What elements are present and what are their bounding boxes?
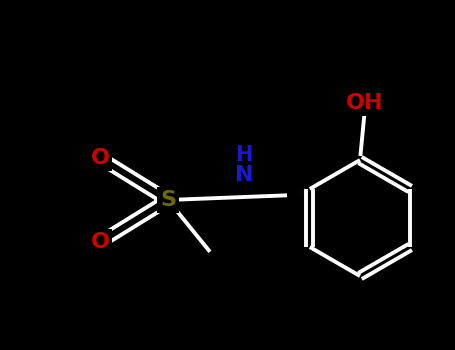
Text: O: O — [91, 232, 110, 252]
Text: H: H — [235, 145, 253, 165]
Text: N: N — [235, 165, 253, 185]
Text: S: S — [160, 190, 176, 210]
Text: O: O — [91, 148, 110, 168]
Text: OH: OH — [346, 93, 384, 113]
